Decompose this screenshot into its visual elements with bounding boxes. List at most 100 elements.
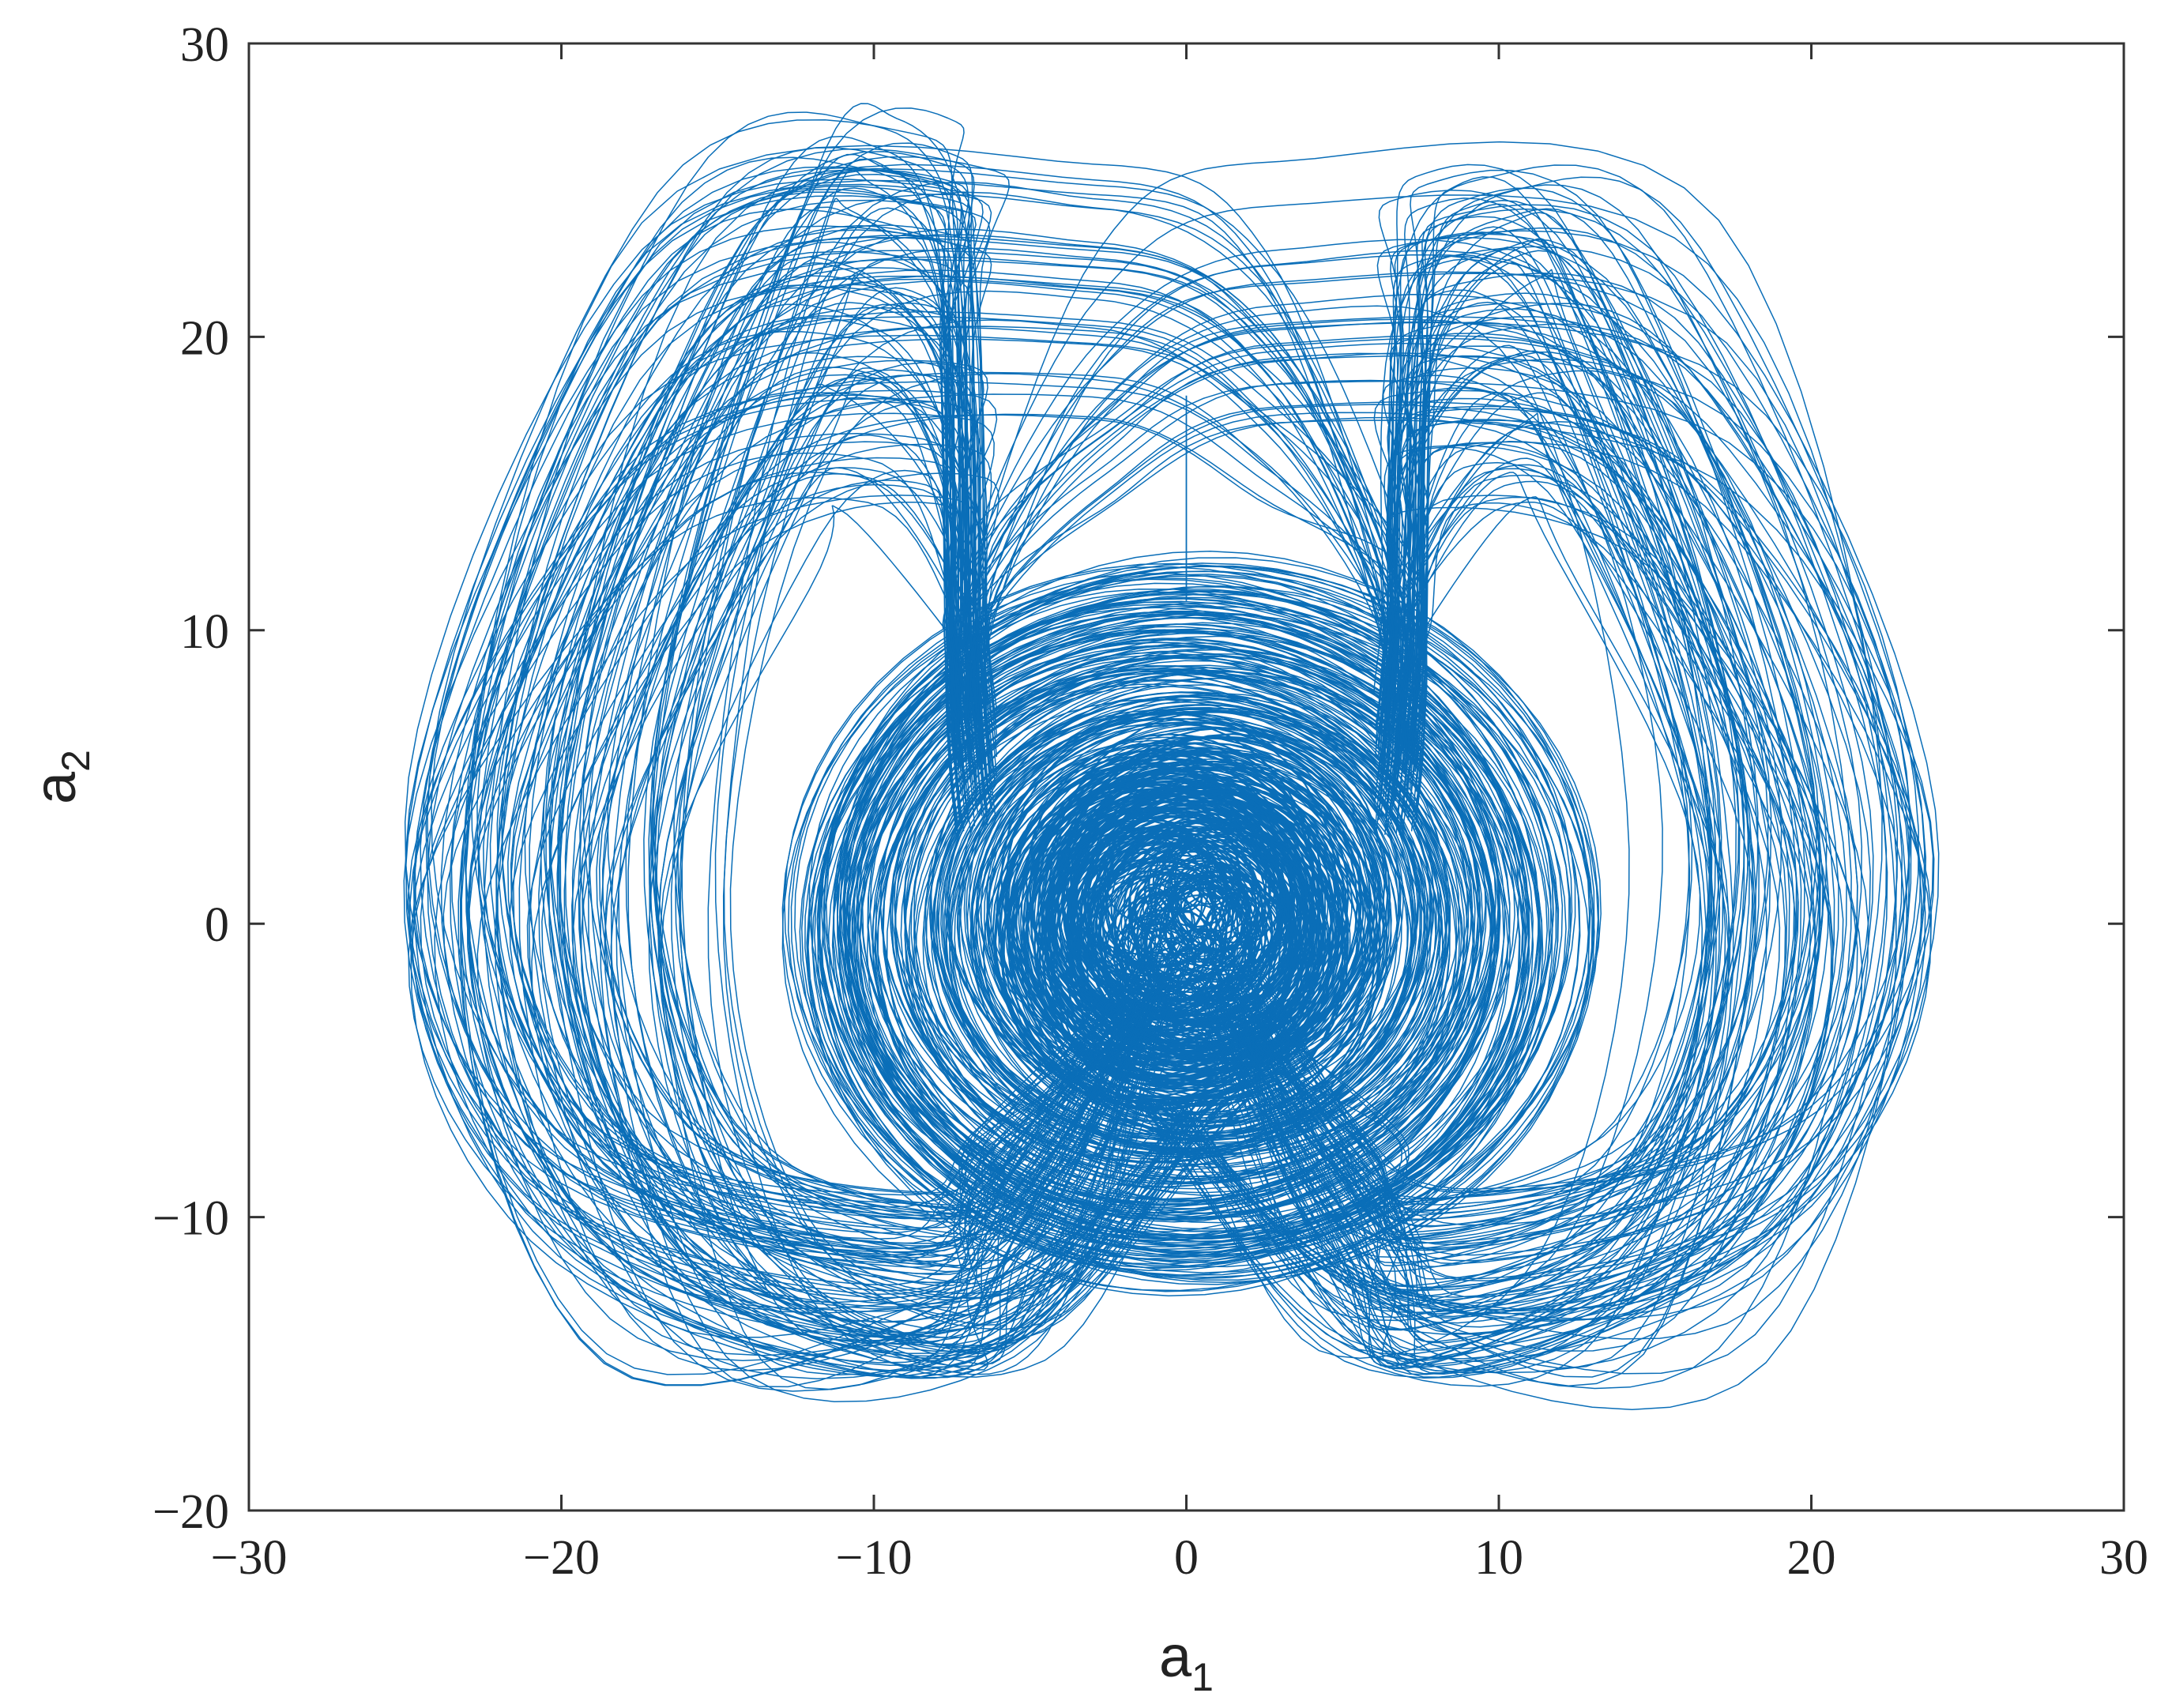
left-lobe-orbit — [413, 389, 1132, 1234]
labels-layer: a1 a2 — [22, 750, 1214, 1699]
left-lobe-orbit — [651, 103, 1183, 1285]
right-lobe-orbit — [1221, 301, 1721, 1369]
crossing-orbit — [484, 167, 1425, 1309]
inner-orbit — [1019, 750, 1392, 1092]
crossing-orbit — [558, 164, 1385, 1334]
crossing-orbit — [681, 247, 1416, 1348]
inner-orbit — [843, 602, 1572, 1232]
crossing-orbit — [984, 250, 1734, 1360]
core-orbit — [1143, 846, 1227, 932]
right-lobe-orbit — [1239, 230, 1940, 1282]
right-lobe-orbit — [1189, 199, 1769, 1216]
crossing-orbit — [618, 414, 1411, 1376]
crossing-orbit — [983, 315, 1888, 1321]
right-lobe-orbit — [1238, 189, 1745, 1236]
crossing-orbit — [948, 337, 1839, 1335]
inner-orbit — [913, 713, 1402, 1145]
crossing-orbit — [679, 228, 1404, 1308]
crossing-orbit — [461, 236, 1412, 1375]
core-orbit — [1038, 754, 1293, 1017]
inner-orbit — [837, 557, 1599, 1281]
left-lobe-orbit — [405, 225, 1156, 1286]
crossing-orbit — [649, 234, 1414, 1323]
right-lobe-orbit — [1203, 345, 1829, 1301]
crossing-orbit — [518, 310, 1422, 1371]
crossing-orbit — [497, 315, 1387, 1356]
left-lobe-orbit — [564, 156, 1184, 1345]
y-tick-label: 0 — [205, 898, 229, 952]
inner-orbit — [875, 656, 1496, 1221]
inner-orbit — [886, 656, 1526, 1239]
right-lobe-orbit — [1230, 227, 1898, 1309]
crossing-orbit — [722, 191, 1394, 1299]
core-orbit — [1086, 827, 1349, 1099]
core-orbit — [1105, 835, 1248, 983]
inner-orbit — [818, 605, 1530, 1246]
left-lobe-orbit — [625, 153, 1128, 1349]
x-tick-label: −30 — [211, 1531, 288, 1585]
crossing-orbit — [963, 194, 1883, 1374]
left-lobe-orbit — [677, 276, 1154, 1241]
core-orbit — [1077, 870, 1223, 1021]
crossing-orbit — [983, 379, 1737, 1374]
x-tick-label: 30 — [2099, 1531, 2148, 1585]
inner-orbit — [844, 645, 1509, 1252]
crossing-orbit — [955, 352, 1663, 1322]
crossing-orbit — [654, 413, 1417, 1390]
crossing-orbit — [958, 412, 1759, 1387]
right-lobe-orbit — [1188, 302, 1910, 1256]
inner-orbit — [839, 565, 1595, 1256]
left-lobe-orbit — [431, 156, 1131, 1208]
left-lobe-orbit — [450, 315, 1145, 1244]
core-orbit — [1048, 709, 1386, 1057]
right-lobe-orbit — [1189, 208, 1820, 1243]
crossing-orbit — [969, 416, 1707, 1289]
left-lobe-orbit — [425, 166, 1156, 1253]
crossing-orbit — [974, 322, 1919, 1311]
core-orbit — [1121, 877, 1247, 1006]
y-tick-label: 20 — [180, 311, 229, 365]
y-axis-label: a2 — [22, 750, 98, 804]
core-orbit — [1188, 865, 1227, 905]
crossing-orbit — [954, 273, 1908, 1320]
core-orbit — [1010, 806, 1304, 1110]
inner-orbit — [930, 649, 1500, 1155]
right-lobe-orbit — [1228, 246, 1713, 1319]
x-tick-label: 0 — [1174, 1531, 1199, 1585]
trajectory-layer — [403, 103, 1940, 1410]
inner-orbit — [891, 670, 1432, 1140]
y-tick-label: 10 — [180, 605, 229, 659]
inner-orbit — [790, 573, 1524, 1269]
core-orbit — [1061, 727, 1389, 1065]
crossing-orbit — [495, 275, 1400, 1360]
inner-orbit — [882, 683, 1422, 1162]
x-tick-label: 10 — [1474, 1531, 1523, 1585]
crossing-orbit — [966, 254, 1760, 1355]
core-orbit — [1169, 833, 1283, 951]
inner-orbit — [973, 751, 1388, 1120]
crossing-orbit — [966, 404, 1753, 1378]
crossing-orbit — [627, 194, 1414, 1352]
x-tick-label: −20 — [523, 1531, 600, 1585]
crossing-orbit — [983, 334, 1835, 1322]
core-orbit — [1175, 861, 1245, 933]
core-orbit — [1131, 923, 1197, 991]
y-tick-label: 30 — [180, 18, 229, 72]
left-lobe-orbit — [540, 256, 1184, 1238]
left-lobe-orbit — [582, 397, 1172, 1273]
x-tick-label: 20 — [1787, 1531, 1836, 1585]
crossing-orbit — [495, 235, 1391, 1338]
crossing-orbit — [465, 179, 1388, 1362]
crossing-orbit — [949, 380, 1911, 1315]
inner-orbit — [951, 704, 1460, 1178]
x-tick-label: −10 — [836, 1531, 913, 1585]
right-lobe-orbit — [1187, 239, 1802, 1368]
inner-orbit — [799, 604, 1530, 1269]
core-orbit — [982, 783, 1311, 1123]
right-lobe-orbit — [1242, 321, 1788, 1361]
crossing-orbit — [588, 393, 1406, 1388]
right-lobe-orbit — [1219, 441, 1832, 1374]
left-lobe-orbit — [460, 189, 1127, 1378]
inner-orbit — [861, 630, 1481, 1200]
